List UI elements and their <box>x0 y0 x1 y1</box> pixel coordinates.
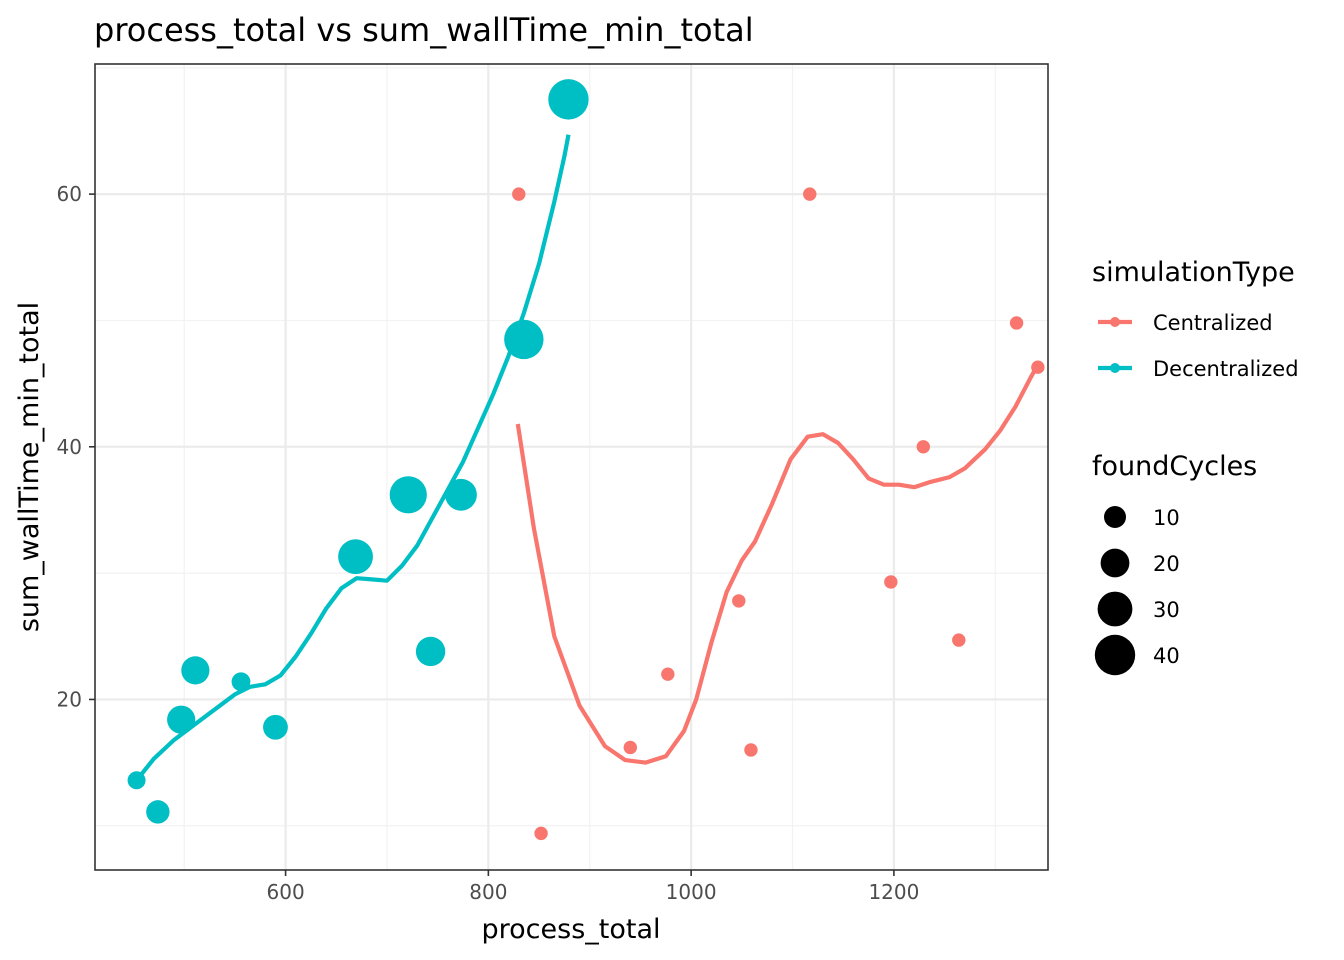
point-centralized <box>803 187 817 201</box>
point-decentralized <box>338 539 373 575</box>
point-centralized <box>744 743 758 757</box>
legend: simulationType CentralizedDecentralized … <box>1092 257 1299 676</box>
size-legend-key <box>1100 548 1130 578</box>
plot-area <box>94 63 1049 871</box>
color-legend-title: simulationType <box>1092 257 1295 288</box>
data-points <box>127 79 1045 841</box>
point-decentralized <box>548 79 589 120</box>
point-centralized <box>1031 360 1045 374</box>
grid-major <box>95 64 1048 870</box>
x-tick-label: 800 <box>469 880 507 904</box>
point-centralized <box>732 594 746 608</box>
point-centralized <box>512 187 526 201</box>
size-legend-label: 30 <box>1153 598 1180 622</box>
size-legend-label: 40 <box>1153 644 1180 668</box>
y-axis-title: sum_wallTime_min_total <box>14 302 45 632</box>
point-centralized <box>534 826 548 841</box>
smooth-line-centralized <box>515 363 1040 765</box>
point-centralized <box>916 440 930 454</box>
point-decentralized <box>504 319 544 360</box>
point-decentralized <box>167 705 196 734</box>
point-decentralized <box>389 476 427 514</box>
point-decentralized <box>127 771 146 790</box>
color-legend-keys: Centralized Decentralized <box>1098 311 1299 381</box>
x-axis-ticks: 600 800 1000 1200 <box>267 870 919 904</box>
size-legend-keys: 10 20 30 40 <box>1094 506 1180 676</box>
plot-panel <box>95 64 1048 870</box>
legend-key-point-decentralized <box>1110 363 1120 373</box>
point-centralized <box>952 633 966 647</box>
point-decentralized <box>415 636 446 667</box>
grid-minor <box>95 64 1048 870</box>
point-centralized <box>623 740 638 755</box>
plot-border <box>94 63 1049 871</box>
size-legend-key <box>1104 506 1126 528</box>
size-legend-label: 20 <box>1153 552 1180 576</box>
size-legend-key <box>1097 591 1133 627</box>
point-centralized <box>1009 316 1024 330</box>
x-axis-title: process_total <box>482 914 661 945</box>
point-decentralized <box>181 656 210 685</box>
size-legend-title: foundCycles <box>1092 451 1257 482</box>
legend-label-centralized: Centralized <box>1153 311 1273 335</box>
size-legend-key <box>1094 634 1136 676</box>
point-centralized <box>661 667 675 681</box>
point-decentralized <box>263 714 288 740</box>
x-tick-label: 1200 <box>868 880 919 904</box>
legend-label-decentralized: Decentralized <box>1153 357 1299 381</box>
y-tick-label: 60 <box>57 182 82 206</box>
legend-key-point-centralized <box>1110 317 1120 327</box>
y-tick-label: 20 <box>57 687 82 711</box>
x-tick-label: 1000 <box>666 880 717 904</box>
y-tick-label: 40 <box>57 435 82 459</box>
point-decentralized <box>231 672 251 692</box>
chart-title: process_total vs sum_wallTime_min_total <box>94 11 754 49</box>
y-axis-ticks: 20 40 60 <box>57 182 95 711</box>
size-legend-label: 10 <box>1153 506 1180 530</box>
point-centralized <box>884 575 898 589</box>
point-decentralized <box>445 478 477 511</box>
point-decentralized <box>146 800 170 824</box>
x-tick-label: 600 <box>267 880 305 904</box>
